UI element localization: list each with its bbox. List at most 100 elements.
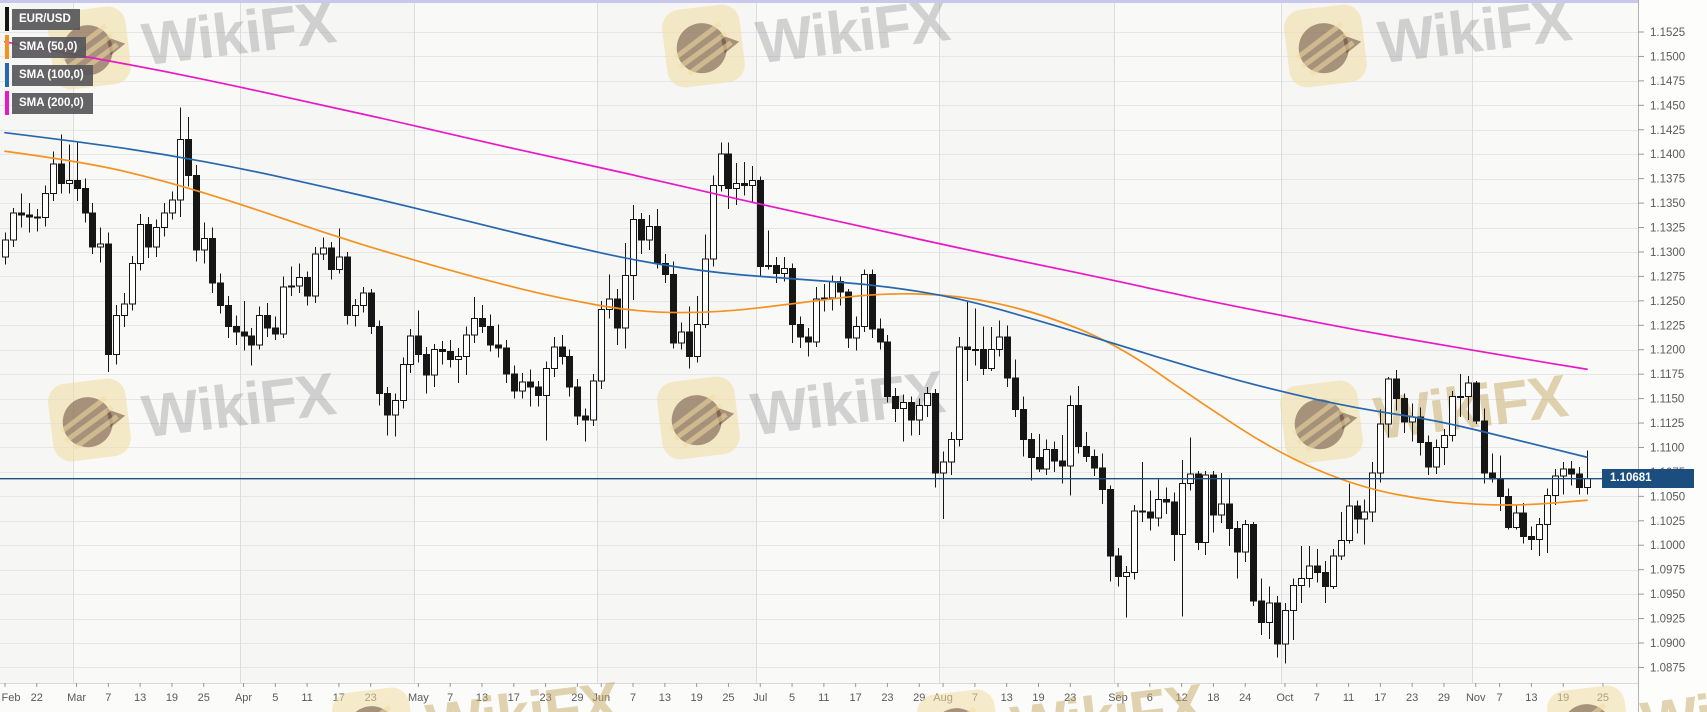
wikifx-eagle-logo-icon xyxy=(1547,685,1630,712)
candle xyxy=(1425,442,1432,468)
candle xyxy=(320,247,327,255)
candle xyxy=(145,224,152,248)
candle xyxy=(1091,455,1098,469)
candle xyxy=(312,253,319,297)
price-axis-label: 1.1350 xyxy=(1650,198,1685,210)
candle xyxy=(1393,378,1400,400)
candle xyxy=(161,212,168,229)
candle xyxy=(1004,336,1011,379)
time-axis-label: 17 xyxy=(850,692,862,704)
price-axis-label: 1.1025 xyxy=(1650,516,1685,528)
month-band xyxy=(72,0,240,683)
legend-item-sma50[interactable]: SMA (50,0) xyxy=(5,35,93,59)
candle xyxy=(598,309,605,382)
wikifx-eagle-logo-icon xyxy=(48,378,131,462)
price-axis-label: 1.1525 xyxy=(1650,27,1685,39)
candle xyxy=(455,356,462,360)
candle xyxy=(471,317,478,336)
time-axis-label: 29 xyxy=(571,692,583,704)
candle xyxy=(900,402,907,409)
candle xyxy=(1441,435,1448,448)
time-axis-label: 13 xyxy=(659,692,671,704)
legend-item-sma200[interactable]: SMA (200,0) xyxy=(5,91,93,115)
candle xyxy=(193,175,200,251)
candle xyxy=(1195,473,1202,543)
candle xyxy=(1552,475,1559,496)
legend-item-sma100[interactable]: SMA (100,0) xyxy=(5,63,93,87)
candle xyxy=(543,367,550,397)
wikifx-watermark: WikiFX xyxy=(1284,0,1576,88)
time-axis-label: May xyxy=(408,692,429,704)
candle xyxy=(1218,503,1225,516)
candle xyxy=(1179,483,1186,535)
candle xyxy=(97,243,104,248)
candle xyxy=(710,184,717,260)
candle xyxy=(121,303,128,317)
candle xyxy=(1536,524,1543,540)
candle xyxy=(1330,555,1337,587)
candle xyxy=(1584,478,1591,489)
sma50-label: SMA (50,0) xyxy=(12,36,87,58)
candle xyxy=(606,298,613,311)
candle xyxy=(535,386,542,397)
candle xyxy=(1314,565,1321,574)
time-axis[interactable]: Feb 22 Mar 7 13 19 25 Apr 5 11 17 23 May 7 13 17 23 29 Jun… xyxy=(2,683,1610,704)
candle xyxy=(1250,524,1257,602)
candle xyxy=(1568,468,1575,475)
price-axis-label: 1.0925 xyxy=(1650,614,1685,626)
time-axis-label: 25 xyxy=(722,692,734,704)
time-axis-label: 13 xyxy=(1001,692,1013,704)
candle xyxy=(813,298,820,343)
candle xyxy=(638,219,645,241)
candle xyxy=(733,183,740,189)
candle xyxy=(503,347,510,375)
candle xyxy=(908,402,915,421)
time-axis-label: 23 xyxy=(1406,692,1418,704)
candle xyxy=(1417,416,1424,444)
candle xyxy=(797,323,804,338)
time-axis-label: 19 xyxy=(1032,692,1044,704)
candle xyxy=(18,212,25,216)
wikifx-eagle-logo-icon xyxy=(332,687,415,712)
candle xyxy=(654,226,661,265)
candle xyxy=(892,396,899,409)
candle xyxy=(89,212,96,248)
candle xyxy=(264,315,271,329)
candle xyxy=(209,237,216,284)
candle xyxy=(725,153,732,189)
candle xyxy=(58,163,65,185)
candle xyxy=(336,256,343,271)
candle xyxy=(352,305,359,317)
candle xyxy=(988,349,995,369)
candle xyxy=(1576,473,1583,489)
chart-top-border xyxy=(0,0,1638,3)
candle xyxy=(129,263,136,305)
candle xyxy=(296,276,303,287)
candle xyxy=(1139,510,1146,513)
legend-item-symbol[interactable]: EUR/USD xyxy=(5,7,93,31)
price-axis-label: 1.1325 xyxy=(1650,223,1685,235)
candle xyxy=(924,393,931,406)
candle xyxy=(877,328,884,343)
candle xyxy=(964,346,971,351)
candle xyxy=(1171,501,1178,535)
candle xyxy=(1306,565,1313,579)
candle xyxy=(1012,377,1019,410)
time-axis-label: 6 xyxy=(1147,692,1153,704)
candle xyxy=(1560,468,1567,477)
candle xyxy=(344,256,351,317)
candle xyxy=(400,363,407,402)
time-axis-label: 24 xyxy=(1239,692,1251,704)
time-axis-label: 23 xyxy=(1064,692,1076,704)
month-band xyxy=(414,0,598,683)
candle xyxy=(940,461,947,474)
candle xyxy=(1242,524,1249,553)
candle xyxy=(1457,396,1464,399)
candle xyxy=(26,214,33,218)
candle xyxy=(177,139,184,201)
price-axis-label: 1.1150 xyxy=(1650,394,1684,406)
wikifx-eagle-logo-icon xyxy=(662,4,745,88)
price-axis-label: 1.1500 xyxy=(1650,51,1685,63)
